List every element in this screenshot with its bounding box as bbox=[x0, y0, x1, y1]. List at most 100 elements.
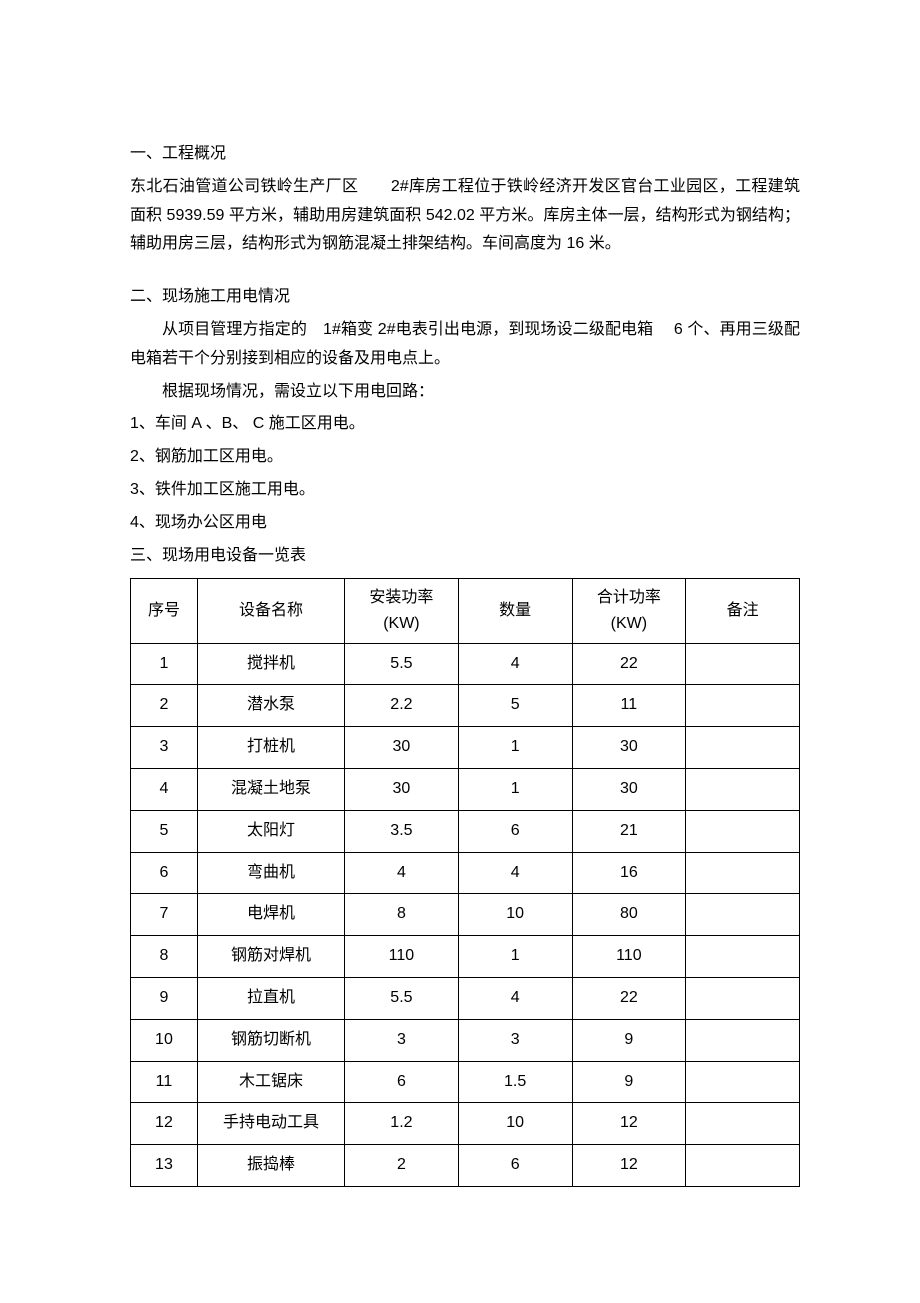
header-label: 设备名称 bbox=[200, 598, 342, 624]
cell-total: 11 bbox=[572, 685, 686, 727]
cell-note bbox=[686, 1019, 800, 1061]
cell-qty: 5 bbox=[458, 685, 572, 727]
cell-name: 手持电动工具 bbox=[197, 1103, 344, 1145]
table-row: 1搅拌机5.5422 bbox=[131, 643, 800, 685]
header-label: 安装功率 bbox=[347, 585, 456, 611]
cell-note bbox=[686, 1103, 800, 1145]
cell-name: 振捣棒 bbox=[197, 1145, 344, 1187]
section-1-title: 一、工程概况 bbox=[130, 140, 800, 169]
cell-name: 混凝土地泵 bbox=[197, 768, 344, 810]
cell-total: 30 bbox=[572, 727, 686, 769]
cell-power: 6 bbox=[345, 1061, 459, 1103]
cell-power: 3.5 bbox=[345, 810, 459, 852]
cell-seq: 10 bbox=[131, 1019, 198, 1061]
cell-seq: 11 bbox=[131, 1061, 198, 1103]
table-row: 10钢筋切断机339 bbox=[131, 1019, 800, 1061]
table-row: 4混凝土地泵30130 bbox=[131, 768, 800, 810]
header-power: 安装功率 (KW) bbox=[345, 579, 459, 643]
cell-name: 钢筋切断机 bbox=[197, 1019, 344, 1061]
cell-note bbox=[686, 936, 800, 978]
cell-name: 搅拌机 bbox=[197, 643, 344, 685]
cell-seq: 7 bbox=[131, 894, 198, 936]
cell-note bbox=[686, 977, 800, 1019]
cell-total: 80 bbox=[572, 894, 686, 936]
header-unit: (KW) bbox=[347, 611, 456, 637]
cell-note bbox=[686, 852, 800, 894]
section-3-title: 三、现场用电设备一览表 bbox=[130, 542, 800, 571]
section-1-content: 东北石油管道公司铁岭生产厂区 2#库房工程位于铁岭经济开发区官台工业园区，工程建… bbox=[130, 173, 800, 259]
cell-qty: 10 bbox=[458, 894, 572, 936]
header-qty: 数量 bbox=[458, 579, 572, 643]
cell-total: 22 bbox=[572, 977, 686, 1019]
cell-name: 电焊机 bbox=[197, 894, 344, 936]
table-row: 11木工锯床61.59 bbox=[131, 1061, 800, 1103]
cell-total: 12 bbox=[572, 1103, 686, 1145]
table-row: 9拉直机5.5422 bbox=[131, 977, 800, 1019]
header-total: 合计功率 (KW) bbox=[572, 579, 686, 643]
cell-name: 拉直机 bbox=[197, 977, 344, 1019]
cell-seq: 2 bbox=[131, 685, 198, 727]
cell-name: 打桩机 bbox=[197, 727, 344, 769]
cell-note bbox=[686, 1145, 800, 1187]
cell-power: 3 bbox=[345, 1019, 459, 1061]
table-row: 5太阳灯3.5621 bbox=[131, 810, 800, 852]
section-2-para-2: 根据现场情况，需设立以下用电回路： bbox=[130, 378, 800, 407]
spacer bbox=[130, 263, 800, 283]
header-seq: 序号 bbox=[131, 579, 198, 643]
cell-qty: 6 bbox=[458, 1145, 572, 1187]
cell-name: 太阳灯 bbox=[197, 810, 344, 852]
list-item-4: 4、现场办公区用电 bbox=[130, 509, 800, 538]
table-row: 13振捣棒2612 bbox=[131, 1145, 800, 1187]
cell-seq: 13 bbox=[131, 1145, 198, 1187]
cell-seq: 6 bbox=[131, 852, 198, 894]
cell-note bbox=[686, 1061, 800, 1103]
cell-qty: 4 bbox=[458, 643, 572, 685]
table-row: 3打桩机30130 bbox=[131, 727, 800, 769]
cell-note bbox=[686, 727, 800, 769]
cell-total: 9 bbox=[572, 1019, 686, 1061]
cell-total: 12 bbox=[572, 1145, 686, 1187]
table-row: 7电焊机81080 bbox=[131, 894, 800, 936]
cell-power: 110 bbox=[345, 936, 459, 978]
header-note: 备注 bbox=[686, 579, 800, 643]
cell-seq: 12 bbox=[131, 1103, 198, 1145]
cell-qty: 3 bbox=[458, 1019, 572, 1061]
cell-seq: 3 bbox=[131, 727, 198, 769]
cell-seq: 8 bbox=[131, 936, 198, 978]
cell-note bbox=[686, 643, 800, 685]
table-row: 8钢筋对焊机1101110 bbox=[131, 936, 800, 978]
table-row: 12手持电动工具1.21012 bbox=[131, 1103, 800, 1145]
cell-qty: 4 bbox=[458, 977, 572, 1019]
section-2-title: 二、现场施工用电情况 bbox=[130, 283, 800, 312]
header-label: 数量 bbox=[461, 598, 570, 624]
cell-power: 2 bbox=[345, 1145, 459, 1187]
cell-qty: 1 bbox=[458, 768, 572, 810]
cell-total: 22 bbox=[572, 643, 686, 685]
cell-name: 弯曲机 bbox=[197, 852, 344, 894]
cell-power: 30 bbox=[345, 727, 459, 769]
cell-seq: 1 bbox=[131, 643, 198, 685]
cell-note bbox=[686, 685, 800, 727]
header-name: 设备名称 bbox=[197, 579, 344, 643]
equipment-table: 序号 设备名称 安装功率 (KW) 数量 合计功率 (KW) 备注 1搅拌机5.… bbox=[130, 578, 800, 1187]
cell-name: 钢筋对焊机 bbox=[197, 936, 344, 978]
cell-name: 木工锯床 bbox=[197, 1061, 344, 1103]
table-row: 6弯曲机4416 bbox=[131, 852, 800, 894]
cell-total: 30 bbox=[572, 768, 686, 810]
cell-power: 5.5 bbox=[345, 643, 459, 685]
cell-power: 8 bbox=[345, 894, 459, 936]
cell-power: 1.2 bbox=[345, 1103, 459, 1145]
list-item-1: 1、车间 A 、B、 C 施工区用电。 bbox=[130, 410, 800, 439]
cell-seq: 4 bbox=[131, 768, 198, 810]
cell-power: 30 bbox=[345, 768, 459, 810]
header-label: 序号 bbox=[133, 598, 195, 624]
table-row: 2潜水泵2.2511 bbox=[131, 685, 800, 727]
cell-qty: 1 bbox=[458, 727, 572, 769]
cell-name: 潜水泵 bbox=[197, 685, 344, 727]
cell-power: 4 bbox=[345, 852, 459, 894]
header-label: 合计功率 bbox=[575, 585, 684, 611]
cell-note bbox=[686, 810, 800, 852]
table-body: 1搅拌机5.54222潜水泵2.25113打桩机301304混凝土地泵30130… bbox=[131, 643, 800, 1186]
header-unit: (KW) bbox=[575, 611, 684, 637]
table-header-row: 序号 设备名称 安装功率 (KW) 数量 合计功率 (KW) 备注 bbox=[131, 579, 800, 643]
